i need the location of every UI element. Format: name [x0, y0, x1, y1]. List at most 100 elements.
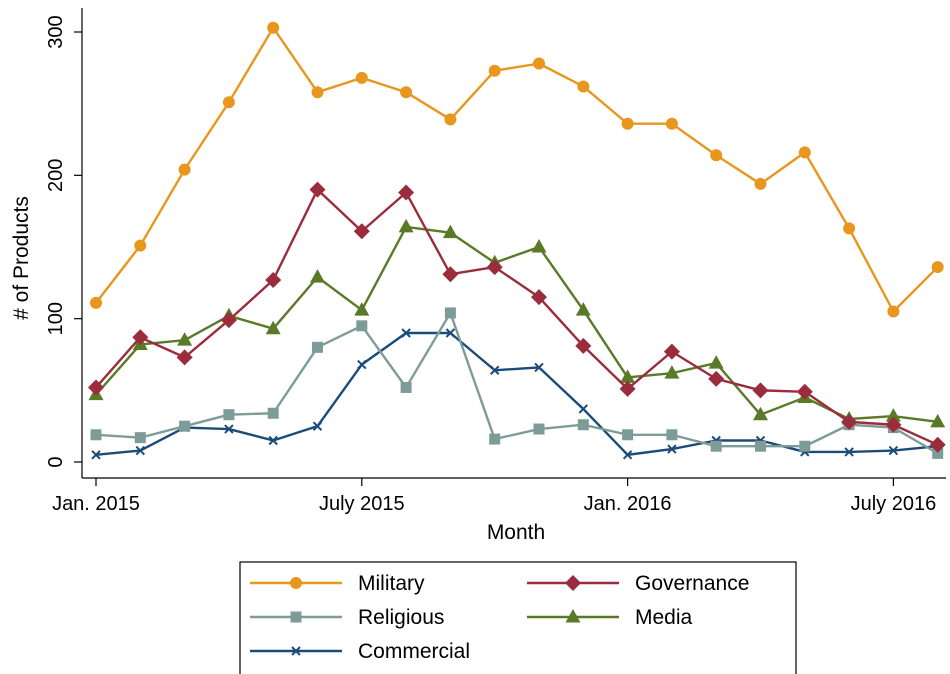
data-point-religious — [799, 440, 811, 452]
data-point-media — [354, 302, 370, 316]
series-line-media — [95, 225, 938, 424]
data-point-commercial — [534, 362, 544, 373]
x-marker-stroke — [667, 444, 677, 454]
y-tick-label: 300 — [45, 15, 67, 48]
data-point-commercial — [844, 447, 854, 457]
x-tick-label: Jan. 2015 — [52, 493, 140, 515]
legend-swatch-marker — [565, 575, 581, 591]
legend-item-media: Media — [527, 606, 693, 629]
x-marker-stroke — [888, 445, 899, 456]
y-tick-label: 100 — [45, 302, 67, 335]
data-point-commercial — [268, 435, 278, 446]
data-point-governance — [265, 271, 282, 288]
x-marker-stroke — [844, 447, 854, 457]
data-point-religious — [179, 420, 191, 432]
data-point-commercial — [888, 445, 899, 456]
data-point-governance — [708, 370, 725, 387]
data-point-commercial — [224, 424, 234, 434]
data-point-religious — [90, 429, 102, 441]
data-point-governance — [885, 416, 902, 433]
series-line-governance — [95, 188, 939, 446]
x-marker-stroke — [401, 328, 411, 338]
data-point-governance — [796, 383, 813, 400]
legend-label: Commercial — [358, 640, 470, 663]
data-point-military — [665, 117, 678, 130]
x-marker-stroke — [135, 445, 146, 456]
series-line-military — [95, 26, 939, 313]
data-point-governance — [752, 382, 769, 399]
data-point-military — [843, 222, 856, 235]
data-point-military — [488, 64, 501, 77]
x-marker-stroke — [578, 404, 589, 414]
data-point-governance — [486, 259, 503, 276]
x-marker-stroke — [622, 450, 633, 460]
data-point-media — [575, 302, 591, 316]
data-point-governance — [575, 337, 592, 354]
data-point-religious — [622, 429, 634, 441]
x-marker-stroke — [445, 328, 456, 338]
legend-swatch-marker — [290, 611, 302, 623]
data-point-governance — [132, 329, 149, 346]
data-point-media — [664, 365, 680, 379]
data-point-military — [311, 86, 324, 99]
x-marker-stroke — [357, 359, 367, 370]
series-line-commercial — [95, 331, 938, 457]
data-point-religious — [223, 409, 235, 421]
data-point-military — [134, 239, 147, 252]
data-point-military — [621, 117, 634, 130]
data-point-religious — [666, 429, 678, 441]
x-tick-label: Jan. 2016 — [584, 493, 672, 515]
data-point-commercial — [489, 365, 500, 375]
data-point-media — [930, 413, 946, 428]
data-point-religious — [577, 419, 589, 431]
data-point-governance — [353, 223, 370, 240]
x-marker-stroke — [268, 435, 278, 446]
series-commercial — [91, 328, 943, 460]
data-point-military — [444, 113, 457, 126]
plot-area: 0 100 200 300 Jan. 2015 July 2015 Jan. 2016 Jul… — [45, 8, 946, 515]
x-marker-stroke — [224, 424, 234, 434]
data-point-religious — [267, 407, 279, 419]
data-point-commercial — [357, 359, 367, 370]
legend-swatch-marker — [291, 646, 301, 656]
data-point-religious — [932, 447, 944, 459]
data-point-military — [710, 149, 723, 162]
x-marker-stroke — [489, 365, 500, 375]
legend-label: Media — [635, 606, 693, 629]
data-point-media — [177, 332, 193, 346]
legend-item-military: Military — [250, 572, 425, 595]
data-point-religious — [312, 341, 323, 353]
data-point-governance — [663, 343, 680, 360]
data-point-governance — [619, 380, 636, 397]
series-media — [88, 218, 946, 428]
data-point-media — [310, 269, 325, 283]
data-point-military — [798, 146, 811, 159]
data-point-governance — [442, 266, 459, 283]
data-point-religious — [356, 320, 368, 332]
series-military — [90, 21, 944, 318]
x-tick-label: July 2015 — [319, 493, 405, 515]
data-point-religious — [400, 381, 412, 393]
data-point-media — [398, 218, 414, 233]
x-marker-stroke — [91, 450, 101, 460]
legend: Military Governance Religious Media Commerci… — [239, 561, 797, 674]
data-point-military — [222, 96, 235, 109]
data-point-media — [620, 369, 636, 383]
data-point-governance — [398, 184, 415, 201]
legend-box — [239, 561, 797, 674]
data-point-commercial — [312, 421, 323, 431]
series-line-religious — [95, 311, 939, 455]
y-axis-title: # of Products — [10, 196, 33, 320]
x-marker-stroke — [312, 421, 323, 431]
data-point-media — [885, 408, 901, 422]
data-point-military — [178, 163, 191, 176]
series-religious — [90, 307, 944, 459]
data-point-media — [442, 224, 458, 239]
data-point-religious — [755, 440, 766, 452]
data-point-governance — [309, 181, 326, 198]
data-point-governance — [929, 436, 946, 453]
data-point-governance — [841, 413, 858, 430]
data-point-commercial — [578, 404, 589, 414]
data-point-commercial — [667, 444, 677, 454]
